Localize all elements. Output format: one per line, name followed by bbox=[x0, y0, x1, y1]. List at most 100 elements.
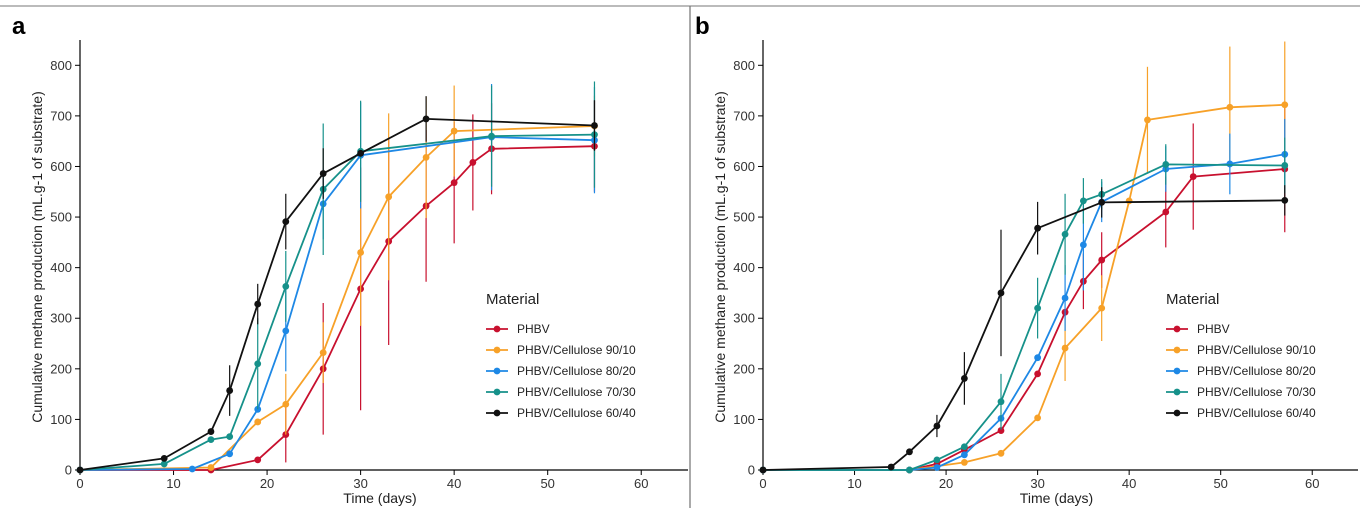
data-point bbox=[759, 466, 767, 474]
data-point bbox=[160, 460, 168, 468]
legend-label: PHBV/Cellulose 60/40 bbox=[1197, 406, 1316, 420]
data-point bbox=[76, 466, 84, 474]
legend-item-phbv-cellulose-80-20: PHBV/Cellulose 80/20 bbox=[1166, 364, 1316, 378]
x-tick-label: 20 bbox=[939, 476, 953, 491]
y-tick-label: 300 bbox=[50, 311, 72, 326]
data-point bbox=[591, 122, 598, 129]
data-point bbox=[1079, 197, 1087, 205]
data-point bbox=[1098, 198, 1106, 206]
data-point bbox=[226, 450, 234, 458]
legend-item-phbv-cellulose-60-40: PHBV/Cellulose 60/40 bbox=[1166, 406, 1316, 420]
data-point bbox=[1034, 414, 1042, 422]
legend-label: PHBV/Cellulose 80/20 bbox=[517, 364, 636, 378]
legend-swatch-point bbox=[1173, 346, 1181, 354]
x-tick-label: 60 bbox=[1305, 476, 1319, 491]
legend-label: PHBV bbox=[517, 322, 550, 336]
panel-letter: b bbox=[695, 13, 710, 40]
data-point bbox=[226, 387, 234, 394]
data-point bbox=[960, 443, 968, 451]
data-point bbox=[1226, 160, 1234, 168]
y-tick-label: 200 bbox=[50, 361, 72, 376]
data-point bbox=[1162, 161, 1170, 168]
data-point bbox=[1281, 162, 1289, 169]
series-line bbox=[79, 133, 595, 471]
y-tick-label: 800 bbox=[50, 58, 72, 73]
data-point bbox=[960, 451, 968, 459]
data-point bbox=[1144, 116, 1151, 124]
data-point bbox=[1098, 304, 1106, 312]
y-tick-label: 500 bbox=[50, 210, 72, 225]
data-point bbox=[282, 218, 290, 226]
series-line bbox=[79, 118, 595, 471]
data-point bbox=[357, 249, 365, 256]
data-point bbox=[906, 448, 913, 456]
x-tick-label: 40 bbox=[1122, 476, 1136, 491]
data-point bbox=[1281, 101, 1289, 109]
y-tick-label: 500 bbox=[733, 210, 755, 225]
data-point bbox=[254, 360, 262, 368]
data-point bbox=[319, 170, 327, 177]
legend-swatch-point bbox=[1173, 367, 1181, 375]
data-point bbox=[1226, 103, 1234, 111]
data-point bbox=[887, 463, 895, 471]
data-point bbox=[1034, 370, 1042, 378]
x-tick-label: 0 bbox=[76, 476, 83, 491]
data-point bbox=[1189, 173, 1197, 180]
legend-item-phbv-cellulose-70-30: PHBV/Cellulose 70/30 bbox=[486, 385, 636, 399]
y-axis-title: Cumulative methane production (mL.g-1 of… bbox=[712, 91, 728, 423]
data-point bbox=[933, 422, 941, 430]
data-point bbox=[1098, 256, 1106, 264]
legend-label: PHBV/Cellulose 70/30 bbox=[1197, 385, 1316, 399]
data-point bbox=[254, 418, 262, 426]
legend-label: PHBV/Cellulose 90/10 bbox=[517, 343, 636, 357]
data-point bbox=[160, 454, 168, 462]
data-point bbox=[207, 428, 215, 435]
y-tick-label: 700 bbox=[50, 108, 72, 123]
x-tick-label: 30 bbox=[353, 476, 367, 491]
data-point bbox=[319, 349, 327, 357]
legend-label: PHBV/Cellulose 70/30 bbox=[517, 385, 636, 399]
x-tick-label: 10 bbox=[166, 476, 180, 491]
data-point bbox=[1034, 354, 1042, 362]
x-tick-label: 40 bbox=[447, 476, 461, 491]
data-point bbox=[1162, 208, 1170, 216]
legend-label: PHBV bbox=[1197, 322, 1230, 336]
data-point bbox=[1034, 304, 1042, 312]
legend: Material PHBV PHBV/Cellulose 90/10 PHBV/Cel… bbox=[486, 291, 636, 420]
data-point bbox=[933, 464, 941, 471]
data-point bbox=[997, 398, 1005, 406]
data-point bbox=[1125, 197, 1133, 205]
x-axis-title: Time (days) bbox=[1020, 490, 1093, 506]
data-point bbox=[207, 436, 215, 444]
data-point bbox=[1281, 196, 1289, 204]
y-tick-label: 0 bbox=[748, 463, 755, 478]
data-point bbox=[1061, 230, 1069, 238]
data-point bbox=[906, 466, 913, 474]
data-point bbox=[282, 400, 290, 408]
data-point bbox=[385, 193, 393, 201]
data-point bbox=[997, 449, 1005, 457]
data-point bbox=[450, 127, 458, 135]
x-tick-label: 20 bbox=[260, 476, 274, 491]
legend: Material PHBV PHBV/Cellulose 90/10 PHBV/Cel… bbox=[1166, 291, 1316, 420]
data-point bbox=[933, 456, 941, 464]
data-point bbox=[254, 456, 262, 464]
x-tick-label: 0 bbox=[759, 476, 766, 491]
series-phbv-cellulose-70-30 bbox=[759, 137, 1289, 474]
y-tick-label: 100 bbox=[50, 412, 72, 427]
legend-label: PHBV/Cellulose 60/40 bbox=[517, 406, 636, 420]
legend-swatch-point bbox=[1173, 325, 1181, 333]
data-point bbox=[254, 300, 262, 308]
y-tick-label: 300 bbox=[733, 311, 755, 326]
data-point bbox=[422, 115, 430, 123]
data-point bbox=[469, 159, 477, 166]
legend-item-phbv: PHBV bbox=[486, 322, 550, 336]
y-tick-label: 400 bbox=[50, 260, 72, 275]
y-tick-label: 200 bbox=[733, 361, 755, 376]
legend-item-phbv-cellulose-70-30: PHBV/Cellulose 70/30 bbox=[1166, 385, 1316, 399]
y-tick-label: 700 bbox=[733, 108, 755, 123]
legend-item-phbv-cellulose-90-10: PHBV/Cellulose 90/10 bbox=[486, 343, 636, 357]
data-point bbox=[960, 375, 968, 382]
